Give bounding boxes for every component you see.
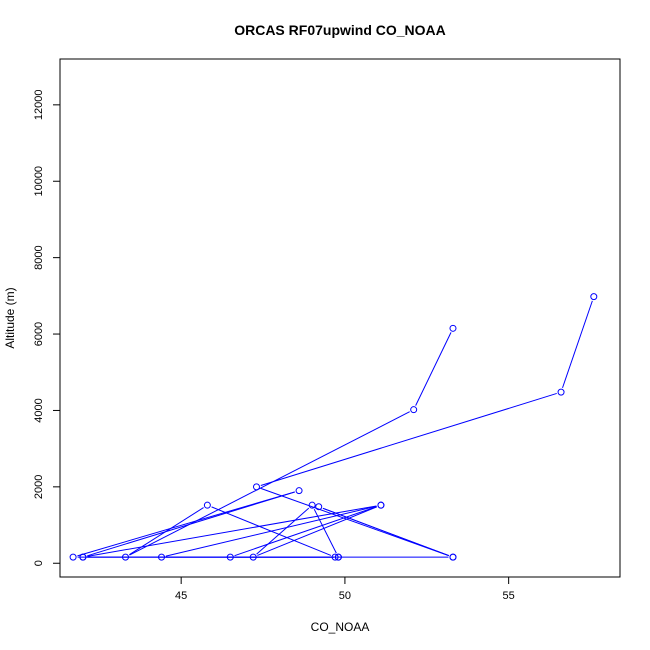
data-point <box>377 501 385 509</box>
series-segment <box>129 411 410 556</box>
series-segment <box>257 506 377 556</box>
data-point <box>449 324 457 332</box>
data-point <box>69 553 77 561</box>
y-tick-label: 12000 <box>33 90 45 121</box>
y-tick-label: 8000 <box>33 245 45 269</box>
series-segment <box>313 508 337 554</box>
plot-frame <box>59 58 621 578</box>
data-point <box>334 553 342 561</box>
x-tick-label: 55 <box>503 590 515 602</box>
series-segment <box>87 505 377 557</box>
x-axis: 45 50 55 <box>175 576 515 602</box>
data-point <box>226 553 234 561</box>
series-segment <box>234 506 377 557</box>
data-point <box>308 501 316 509</box>
data-point <box>449 553 457 561</box>
y-tick-label: 2000 <box>33 475 45 499</box>
x-tick-label: 45 <box>175 590 187 602</box>
x-tick-label: 50 <box>339 590 351 602</box>
series-segment <box>256 507 310 555</box>
data-point <box>410 406 418 414</box>
y-tick-label: 6000 <box>33 322 45 346</box>
y-axis-label: Altitude (m) <box>3 287 17 348</box>
data-point <box>295 487 303 495</box>
series-segment <box>87 491 295 557</box>
series-segment <box>77 491 295 557</box>
data-point <box>158 553 166 561</box>
data-point <box>203 501 211 509</box>
x-axis-label: CO_NOAA <box>311 620 370 634</box>
data-point <box>249 553 257 561</box>
data-point <box>557 388 565 396</box>
data-point <box>590 293 598 301</box>
series-segment <box>165 505 377 557</box>
series-segment <box>260 487 449 557</box>
y-tick-label: 0 <box>33 560 45 566</box>
data-point <box>121 553 129 561</box>
y-tick-label: 4000 <box>33 398 45 422</box>
y-axis: 0 2000 4000 6000 8000 10000 12000 <box>33 90 61 566</box>
series-segment <box>415 332 452 406</box>
series-segment <box>260 392 557 486</box>
series-segment <box>562 300 593 389</box>
data-point <box>331 553 339 561</box>
data-point <box>252 483 260 491</box>
chart-title: ORCAS RF07upwind CO_NOAA <box>234 22 446 38</box>
data-point <box>315 503 323 511</box>
y-tick-label: 10000 <box>33 166 45 197</box>
data-point <box>79 553 87 561</box>
series-layer <box>69 293 598 561</box>
